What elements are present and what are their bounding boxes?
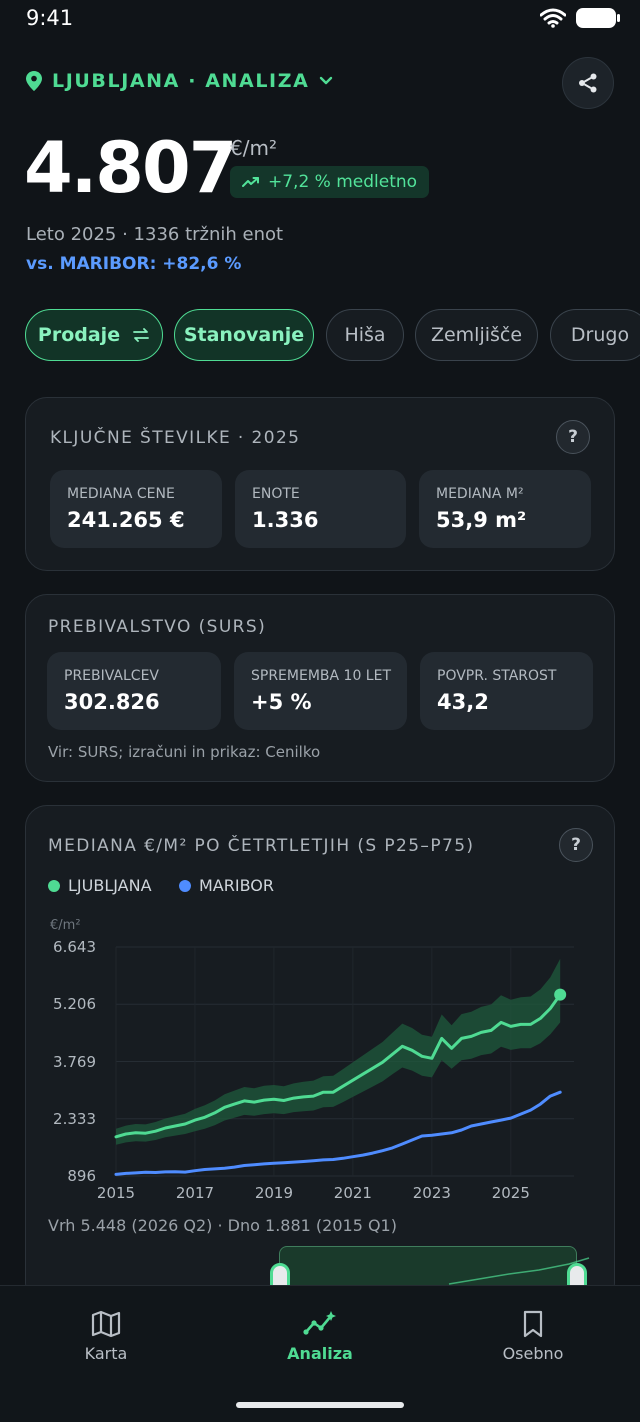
chip-stanovanje[interactable]: Stanovanje: [174, 309, 314, 361]
help-button[interactable]: ?: [556, 420, 590, 454]
nav-item-karta[interactable]: Karta: [46, 1310, 166, 1363]
stat-label: ENOTE: [252, 486, 300, 502]
stat-avg-age: POVPR. STAROST 43,2: [420, 652, 593, 730]
home-indicator: [236, 1402, 404, 1408]
analytics-icon: [303, 1311, 336, 1335]
stat-label: MEDIANA CENE: [67, 486, 175, 502]
legend-dot: [179, 879, 191, 892]
trend-label: +7,2 % medletno: [268, 172, 418, 192]
trend-up-icon: [242, 177, 259, 187]
location-label: LJUBLJANA · ANALIZA: [52, 70, 310, 92]
legend-dot: [48, 879, 60, 892]
location-selector[interactable]: LJUBLJANA · ANALIZA: [26, 70, 333, 92]
y-tick-label: 5.206: [53, 995, 96, 1014]
trend-badge: +7,2 % medletno: [230, 166, 430, 198]
legend-label: MARIBOR: [199, 876, 274, 895]
map-icon: [91, 1310, 121, 1338]
period-meta: Leto 2025 · 1336 tržnih enot: [26, 224, 284, 245]
chip-hisa[interactable]: Hiša: [326, 309, 404, 361]
stat-value: +5 %: [251, 690, 312, 714]
series-line-ljubljana: [114, 993, 562, 1139]
swap-icon: [133, 328, 149, 342]
band-ljubljana-p25-p75: [116, 958, 561, 1145]
price-unit: €/m²: [230, 136, 277, 160]
help-button[interactable]: ?: [559, 828, 593, 862]
battery-icon: [576, 8, 620, 28]
y-axis-title: €/m²: [50, 918, 81, 933]
stat-median-area: MEDIANA M² 53,9 m²: [419, 470, 591, 548]
source-note: Vir: SURS; izračuni in prikaz: Cenilko: [48, 743, 321, 761]
nav-item-osebno[interactable]: Osebno: [473, 1310, 593, 1363]
series-end-point: [554, 988, 567, 1001]
y-tick-label: 6.643: [53, 938, 96, 956]
population-card: PREBIVALSTVO (SURS) PREBIVALCEV 302.826 …: [25, 594, 615, 782]
y-tick-label: 3.769: [53, 1052, 96, 1071]
x-tick-label: 2025: [491, 1184, 530, 1202]
chart-title: MEDIANA €/M² PO ČETRTLETJIH (S P25–P75): [48, 836, 475, 856]
stat-value: 43,2: [437, 690, 489, 714]
legend-item-ljubljana: LJUBLJANA: [48, 876, 152, 895]
chip-prodaje[interactable]: Prodaje: [25, 309, 163, 361]
status-bar: 9:41: [0, 0, 640, 40]
chip-drugo[interactable]: Drugo: [550, 309, 640, 361]
filter-chips: Prodaje Stanovanje Hiša Zemljišče Drugo: [25, 309, 640, 363]
bookmark-icon: [523, 1310, 543, 1338]
bottom-nav: Karta Analiza Osebno: [0, 1285, 640, 1422]
chip-label: Zemljišče: [430, 324, 523, 346]
x-tick-label: 2019: [254, 1184, 294, 1202]
legend-label: LJUBLJANA: [68, 876, 152, 895]
x-tick-label: 2023: [412, 1184, 451, 1202]
chevron-down-icon: [320, 76, 333, 85]
x-tick-label: 2017: [175, 1184, 215, 1202]
location-pin-icon: [26, 71, 42, 91]
stat-population: PREBIVALCEV 302.826: [47, 652, 221, 730]
stat-label: MEDIANA M²: [436, 486, 524, 502]
stat-value: 53,9 m²: [436, 508, 527, 532]
stat-value: 302.826: [64, 690, 160, 714]
x-tick-label: 2021: [333, 1184, 372, 1202]
share-button[interactable]: [562, 57, 614, 109]
series-line-maribor: [114, 1090, 562, 1176]
stat-value: 241.265 €: [67, 508, 185, 532]
stat-value: 1.336: [252, 508, 319, 532]
stat-label: PREBIVALCEV: [64, 668, 160, 684]
share-icon: [579, 73, 597, 93]
x-tick-label: 2015: [96, 1184, 136, 1202]
peak-note: Vrh 5.448 (2026 Q2) · Dno 1.881 (2015 Q1…: [48, 1216, 397, 1235]
stat-median-price: MEDIANA CENE 241.265 €: [50, 470, 222, 548]
nav-label: Osebno: [502, 1344, 564, 1363]
y-tick-label: 896: [67, 1167, 96, 1185]
wifi-icon: [540, 8, 566, 28]
key-figures-card: KLJUČNE ŠTEVILKE · 2025 ? MEDIANA CENE 2…: [25, 397, 615, 571]
comparison-link[interactable]: vs. MARIBOR: +82,6 %: [26, 254, 242, 274]
card-title: KLJUČNE ŠTEVILKE · 2025: [50, 428, 301, 448]
chip-label: Hiša: [344, 324, 386, 346]
chip-label: Prodaje: [37, 324, 121, 346]
card-title: PREBIVALSTVO (SURS): [48, 617, 267, 637]
stat-label: POVPR. STAROST: [437, 668, 557, 684]
stat-units: ENOTE 1.336: [235, 470, 406, 548]
median-price: 4.807: [24, 127, 237, 209]
nav-label: Analiza: [287, 1344, 353, 1363]
status-time: 9:41: [26, 6, 74, 30]
legend-item-maribor: MARIBOR: [179, 876, 274, 895]
nav-item-analiza[interactable]: Analiza: [260, 1310, 380, 1363]
chip-zemljisce[interactable]: Zemljišče: [415, 309, 538, 361]
chart-card: MEDIANA €/M² PO ČETRTLETJIH (S P25–P75) …: [25, 805, 615, 1305]
stat-label: SPREMEMBA 10 LET: [251, 668, 391, 684]
chip-label: Stanovanje: [183, 324, 305, 346]
y-tick-label: 2.333: [53, 1109, 96, 1128]
stat-change-10y: SPREMEMBA 10 LET +5 %: [234, 652, 407, 730]
chip-label: Drugo: [570, 324, 630, 346]
nav-label: Karta: [84, 1344, 128, 1363]
price-chart: [114, 946, 574, 1177]
